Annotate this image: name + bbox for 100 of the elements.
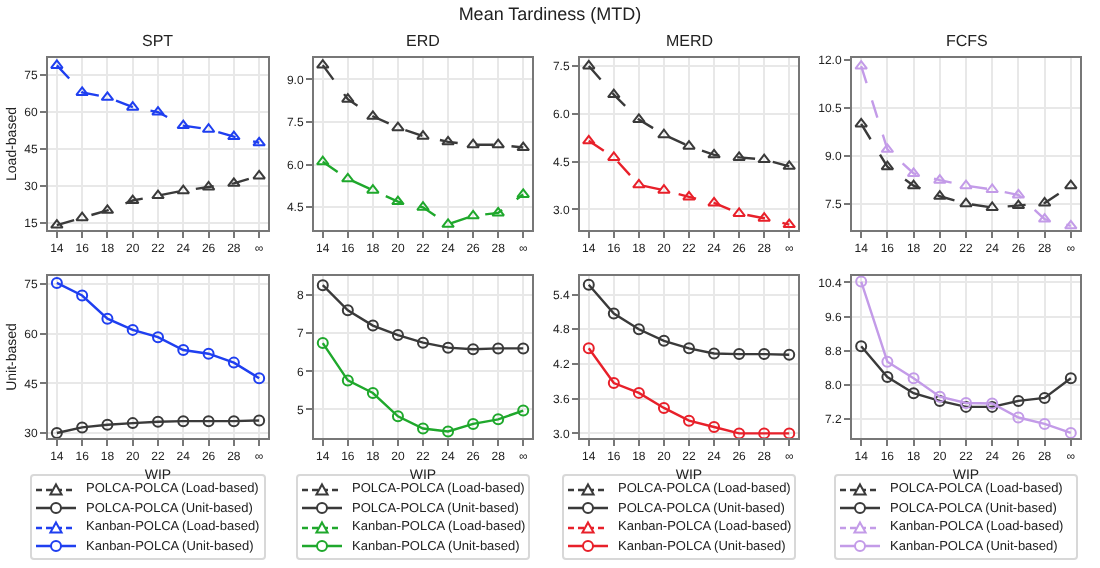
point: [252, 136, 266, 147]
point: [854, 60, 868, 70]
point: [101, 312, 114, 325]
point: [783, 348, 796, 361]
chart-title: SPT: [142, 32, 174, 50]
point: [492, 342, 505, 355]
point: [517, 404, 530, 417]
point: [657, 401, 670, 414]
point: [632, 178, 646, 189]
point: [933, 190, 947, 200]
point: [316, 337, 329, 350]
point: [202, 347, 215, 360]
point: [1064, 426, 1077, 439]
point: [391, 195, 405, 206]
point: [176, 184, 191, 195]
point: [253, 372, 266, 385]
point: [50, 59, 64, 69]
point: [152, 415, 164, 428]
point: [442, 425, 455, 438]
point: [657, 128, 671, 139]
point: [341, 304, 354, 317]
point: [708, 347, 721, 360]
text: Mean Tardiness (MTD): [456, 4, 644, 24]
point: [582, 342, 595, 355]
point: [391, 410, 404, 423]
point: [391, 329, 404, 342]
point: [1038, 391, 1051, 404]
point: [880, 160, 895, 171]
point: [441, 218, 455, 228]
point: [492, 413, 505, 426]
point: [151, 106, 165, 116]
point: [782, 218, 796, 229]
point: [126, 417, 139, 430]
point: [881, 371, 894, 384]
point: [125, 194, 140, 205]
point: [607, 377, 620, 390]
point: [607, 307, 620, 320]
chart-title: FCFS: [946, 32, 988, 50]
point: [202, 415, 215, 428]
point: [1064, 219, 1078, 230]
point: [1011, 199, 1026, 210]
point: [252, 169, 266, 180]
point: [1064, 372, 1077, 385]
point: [758, 348, 771, 361]
point: [341, 374, 354, 387]
point: [757, 212, 771, 222]
point: [416, 130, 430, 140]
point: [177, 415, 190, 428]
point: [227, 130, 241, 141]
point: [708, 421, 721, 433]
point: [152, 331, 164, 344]
point: [316, 279, 329, 292]
point: [881, 355, 894, 368]
point: [316, 155, 330, 166]
point: [854, 117, 868, 128]
point: [491, 138, 505, 149]
point: [253, 414, 266, 427]
point: [855, 340, 868, 353]
point: [416, 201, 430, 211]
point: [733, 348, 746, 361]
point: [50, 219, 64, 229]
point: [1038, 417, 1051, 430]
point: [582, 134, 596, 145]
point: [316, 59, 330, 69]
point: [683, 414, 695, 427]
point: [682, 190, 696, 201]
point: [1012, 394, 1025, 407]
point: [466, 209, 480, 220]
point: [366, 110, 380, 120]
point: [517, 342, 530, 355]
point: [75, 86, 89, 96]
point: [177, 344, 190, 357]
point: [657, 334, 670, 347]
point: [757, 153, 771, 164]
point: [582, 59, 596, 70]
point: [959, 197, 973, 208]
point: [516, 188, 530, 198]
point: [782, 160, 796, 170]
point: [341, 172, 355, 183]
point: [732, 151, 746, 161]
point: [126, 323, 139, 336]
point: [227, 356, 240, 369]
point: [959, 179, 973, 190]
point: [76, 421, 89, 434]
point: [227, 177, 241, 187]
point: [442, 341, 455, 354]
point: [607, 88, 621, 99]
point: [607, 151, 621, 161]
point: [467, 417, 480, 430]
point: [50, 276, 63, 289]
point: [1012, 411, 1025, 424]
point: [906, 179, 921, 190]
point: [491, 206, 505, 217]
chart-title: MERD: [666, 32, 714, 50]
point: [417, 422, 429, 435]
point: [391, 121, 405, 132]
point: [151, 189, 165, 200]
point: [516, 141, 530, 152]
point: [76, 289, 89, 302]
point: [441, 135, 455, 146]
